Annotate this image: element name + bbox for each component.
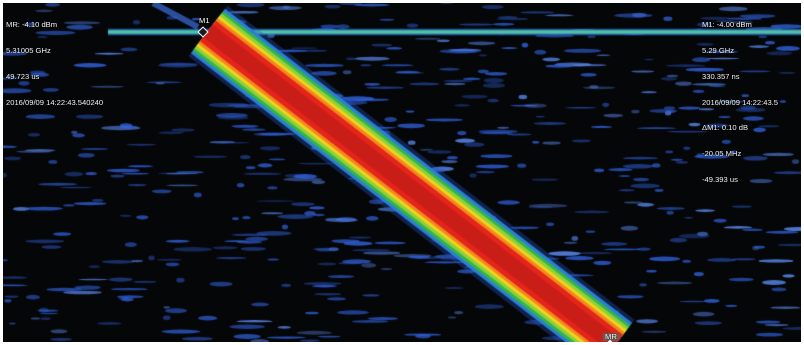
mr-level: MR: -4.10 dBm bbox=[6, 20, 58, 30]
m1-delta-level: ΔM1: 0.10 dB bbox=[702, 123, 749, 133]
spectrogram-display[interactable]: MR: -4.10 dBm 5.31005 GHz 49.723 us 2016… bbox=[3, 3, 801, 342]
m1-time: 330.357 ns bbox=[702, 71, 740, 81]
m1-frequency: 5.29 GHz bbox=[702, 45, 735, 55]
reference-marker-readout: MR: -4.10 dBm 5.31005 GHz 49.723 us 2016… bbox=[6, 4, 103, 124]
marker-1-readout: M1: -4.00 dBm 5.29 GHz 330.357 ns 2016/0… bbox=[702, 4, 778, 202]
mr-time: 49.723 us bbox=[6, 71, 40, 81]
m1-delta-time: -49.393 us bbox=[702, 174, 738, 184]
spectrogram-canvas[interactable] bbox=[3, 3, 801, 342]
m1-marker-label: M1 bbox=[199, 16, 210, 25]
m1-timestamp: 2016/09/09 14:22:43.5 bbox=[702, 97, 779, 107]
mr-frequency: 5.31005 GHz bbox=[6, 45, 51, 55]
mr-marker-label: MR bbox=[603, 332, 619, 341]
m1-delta-frequency: -20.05 MHz bbox=[702, 149, 742, 159]
mr-timestamp: 2016/09/09 14:22:43.540240 bbox=[6, 97, 104, 107]
m1-level: M1: -4.00 dBm bbox=[702, 20, 752, 30]
